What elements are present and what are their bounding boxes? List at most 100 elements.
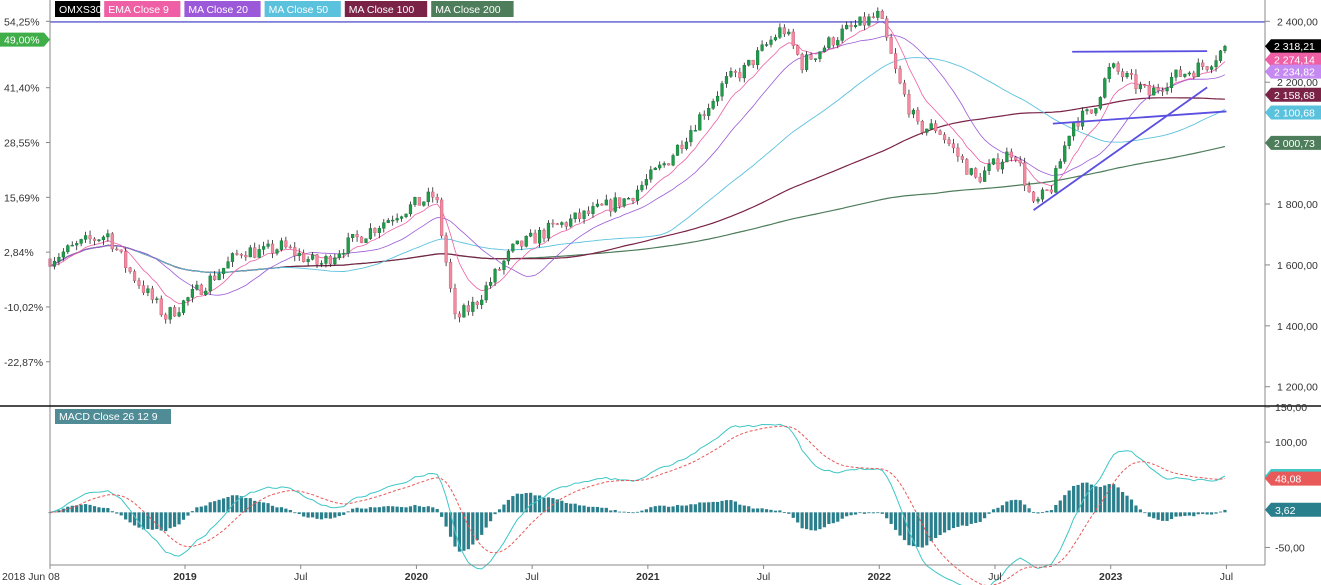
macd-histogram-bar: [702, 502, 706, 513]
price-tick-label: 1 600,00: [1277, 260, 1318, 272]
candle-body: [132, 271, 137, 281]
candle-body: [1205, 66, 1209, 70]
candle-body: [279, 240, 284, 250]
candle-body: [582, 210, 586, 219]
macd-histogram-bar: [141, 512, 146, 530]
macd-histogram-bar: [1098, 486, 1102, 513]
macd-histogram-bar: [1147, 512, 1151, 517]
macd-histogram-bar: [751, 508, 755, 513]
macd-histogram-bar: [764, 509, 769, 513]
macd-histogram-bar: [1080, 482, 1085, 513]
macd-histogram-bar: [760, 508, 764, 513]
macd-histogram-bar: [564, 502, 568, 513]
candle-body: [319, 263, 324, 265]
candle-body: [75, 243, 79, 246]
candle-body: [515, 240, 519, 245]
macd-histogram-bar: [342, 512, 346, 515]
macd-histogram-bar: [1116, 487, 1120, 513]
candle-body: [346, 237, 350, 254]
macd-histogram-bar: [262, 502, 266, 513]
macd-histogram-bar: [934, 512, 938, 538]
candle-body: [444, 235, 448, 263]
macd-histogram-bar: [395, 506, 399, 513]
candle-body: [618, 197, 622, 207]
macd-histogram-bar: [960, 512, 964, 526]
candle-body: [644, 179, 648, 186]
macd-histogram-bar: [288, 510, 292, 513]
candle-body: [751, 59, 755, 66]
macd-histogram-bar: [315, 512, 319, 519]
macd-histogram-bar: [506, 499, 511, 513]
candle-body: [951, 143, 956, 149]
macd-histogram-bar: [644, 509, 648, 513]
macd-histogram-bar: [177, 512, 181, 525]
macd-histogram-bar: [324, 512, 328, 519]
candle-body: [796, 45, 800, 55]
candle-body: [324, 256, 328, 264]
candle-body: [662, 163, 666, 166]
candle-body: [1201, 62, 1205, 67]
candle-body: [782, 27, 786, 35]
candle-body: [649, 169, 653, 180]
candle-body: [386, 220, 390, 223]
macd-histogram-bar: [1036, 512, 1040, 514]
macd-histogram-bar: [484, 512, 488, 528]
candle-body: [586, 210, 591, 214]
candle-body: [1031, 191, 1036, 202]
candle-body: [1156, 87, 1160, 91]
macd-histogram-bar: [1134, 505, 1138, 513]
candle-body: [800, 54, 804, 70]
candle-body: [684, 141, 689, 149]
macd-histogram-bar: [146, 512, 150, 530]
macd-histogram-bar: [1072, 485, 1076, 513]
trendline: [1052, 110, 1227, 125]
macd-histogram-bar: [769, 509, 773, 513]
macd-histogram-bar: [778, 510, 782, 513]
macd-histogram-bar: [79, 504, 83, 513]
trendline: [1033, 86, 1208, 211]
macd-histogram-bar: [1089, 484, 1094, 513]
candle-body: [168, 307, 172, 320]
macd-histogram-bar: [489, 512, 493, 522]
candle-body: [1107, 67, 1111, 79]
macd-histogram-bar: [217, 499, 221, 513]
macd-histogram-bar: [1125, 495, 1129, 513]
candle-body: [466, 305, 470, 312]
candle-body: [435, 197, 439, 201]
macd-histogram-bar: [546, 497, 551, 513]
macd-histogram-bar: [373, 507, 377, 513]
candle-body: [978, 176, 982, 182]
percent-tick-label: -10,02%: [4, 302, 43, 314]
macd-tick-label: 150,00: [1275, 402, 1307, 414]
candle-body: [159, 298, 163, 316]
candle-body: [1223, 46, 1227, 52]
candle-body: [1120, 71, 1125, 78]
candle-body: [827, 37, 831, 49]
macd-histogram-bar: [773, 510, 778, 513]
macd-histogram-bar: [911, 512, 916, 547]
macd-panel: [48, 423, 1227, 585]
macd-histogram-bar: [524, 493, 528, 513]
macd-histogram-bar: [974, 512, 978, 523]
candle-body: [813, 58, 818, 60]
candle-body: [1089, 109, 1094, 114]
legend-swatch: [264, 1, 341, 17]
macd-histogram-bar: [302, 512, 306, 517]
candle-body: [640, 184, 644, 191]
legend-swatch: [344, 1, 428, 17]
candle-body: [724, 76, 729, 84]
candle-body: [1218, 50, 1223, 61]
macd-histogram-bar: [867, 512, 871, 514]
candle-body: [297, 252, 301, 257]
candle-body: [555, 223, 559, 225]
macd-histogram-bar: [1023, 504, 1027, 513]
macd-histogram-bar: [88, 504, 92, 513]
candle-body: [284, 240, 288, 248]
candle-body: [1152, 87, 1156, 96]
candle-body: [675, 144, 680, 156]
macd-histogram-bar: [1214, 512, 1218, 514]
candle-body: [671, 155, 675, 166]
candle-body: [564, 222, 568, 227]
date-tick-label: 2021: [636, 571, 660, 583]
macd-histogram-bar: [738, 504, 742, 513]
